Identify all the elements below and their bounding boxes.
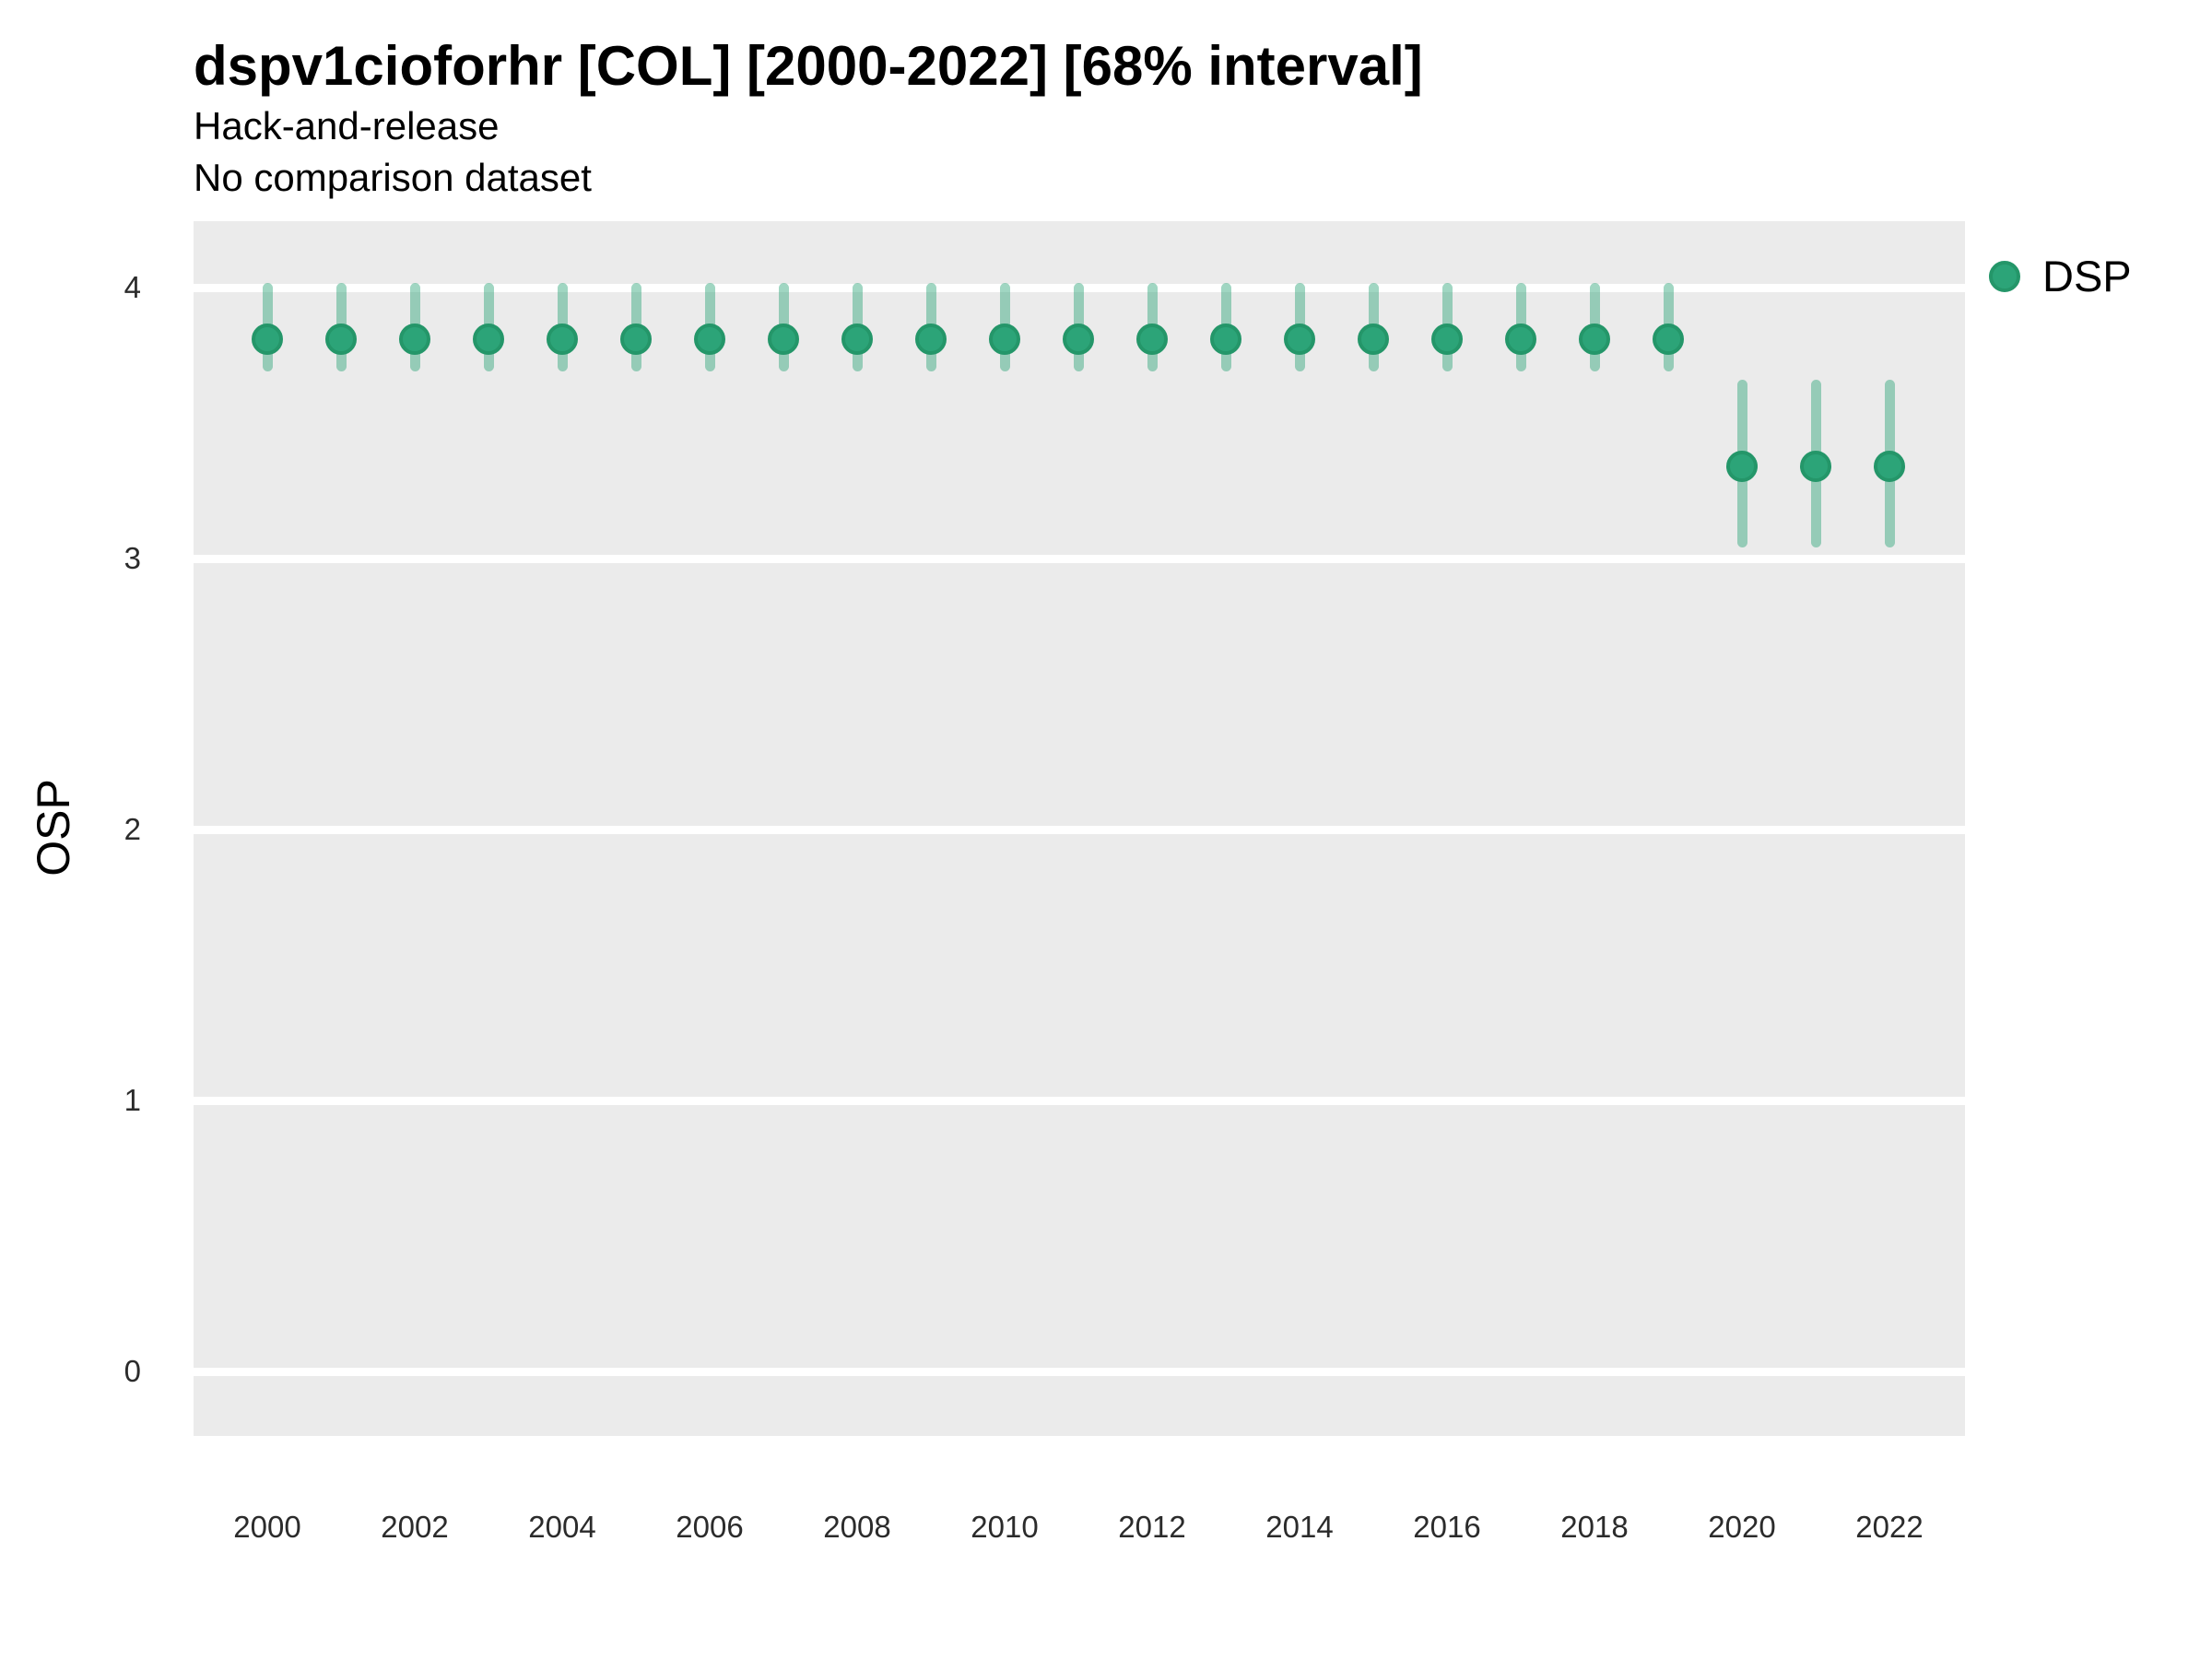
chart-subtitle: Hack-and-release [194,104,500,147]
y-tick-label-4: 4 [124,270,141,304]
chart-note: No comparison dataset [194,156,592,199]
x-tick-label-2022: 2022 [1855,1510,1924,1544]
data-point-2012 [1136,323,1168,355]
chart-title: dspv1cioforhr [COL] [2000-2022] [68% int… [194,35,1423,97]
data-point-2021 [1800,451,1831,483]
data-point-2009 [915,323,947,355]
data-point-2005 [620,323,652,355]
x-tick-label-2014: 2014 [1265,1510,1334,1544]
legend-label: DSP [2042,252,2132,300]
data-point-2014 [1284,323,1315,355]
data-point-2019 [1653,323,1684,355]
y-tick-label-1: 1 [124,1083,141,1117]
data-point-2016 [1431,323,1463,355]
data-point-2006 [694,323,725,355]
data-point-2010 [989,323,1020,355]
data-point-2008 [841,323,873,355]
x-tick-label-2006: 2006 [676,1510,744,1544]
plot-panel [194,221,1965,1436]
data-point-2015 [1358,323,1389,355]
x-tick-label-2000: 2000 [233,1510,301,1544]
data-point-2004 [547,323,578,355]
legend: DSP [1989,254,2132,298]
x-tick-label-2012: 2012 [1118,1510,1186,1544]
legend-point-icon [1989,260,2020,292]
data-point-2017 [1505,323,1536,355]
data-point-2000 [252,323,283,355]
y-tick-label-0: 0 [124,1354,141,1388]
x-tick-label-2018: 2018 [1560,1510,1629,1544]
x-tick-label-2020: 2020 [1708,1510,1776,1544]
data-point-2002 [399,323,430,355]
data-point-2022 [1874,451,1905,483]
gridline-y-3 [194,554,1965,563]
data-point-2001 [325,323,357,355]
data-point-2020 [1726,451,1758,483]
y-tick-label-2: 2 [124,812,141,846]
data-point-2013 [1210,323,1241,355]
y-tick-label-3: 3 [124,541,141,575]
x-tick-label-2002: 2002 [381,1510,449,1544]
data-point-2003 [473,323,504,355]
gridline-y-4 [194,283,1965,292]
gridline-y-2 [194,825,1965,834]
gridline-y-1 [194,1096,1965,1105]
data-point-2007 [768,323,799,355]
data-point-2011 [1063,323,1094,355]
x-tick-label-2008: 2008 [823,1510,891,1544]
gridline-y-0 [194,1367,1965,1376]
x-tick-label-2010: 2010 [971,1510,1039,1544]
x-tick-label-2004: 2004 [528,1510,596,1544]
data-point-2018 [1579,323,1610,355]
x-tick-label-2016: 2016 [1413,1510,1481,1544]
